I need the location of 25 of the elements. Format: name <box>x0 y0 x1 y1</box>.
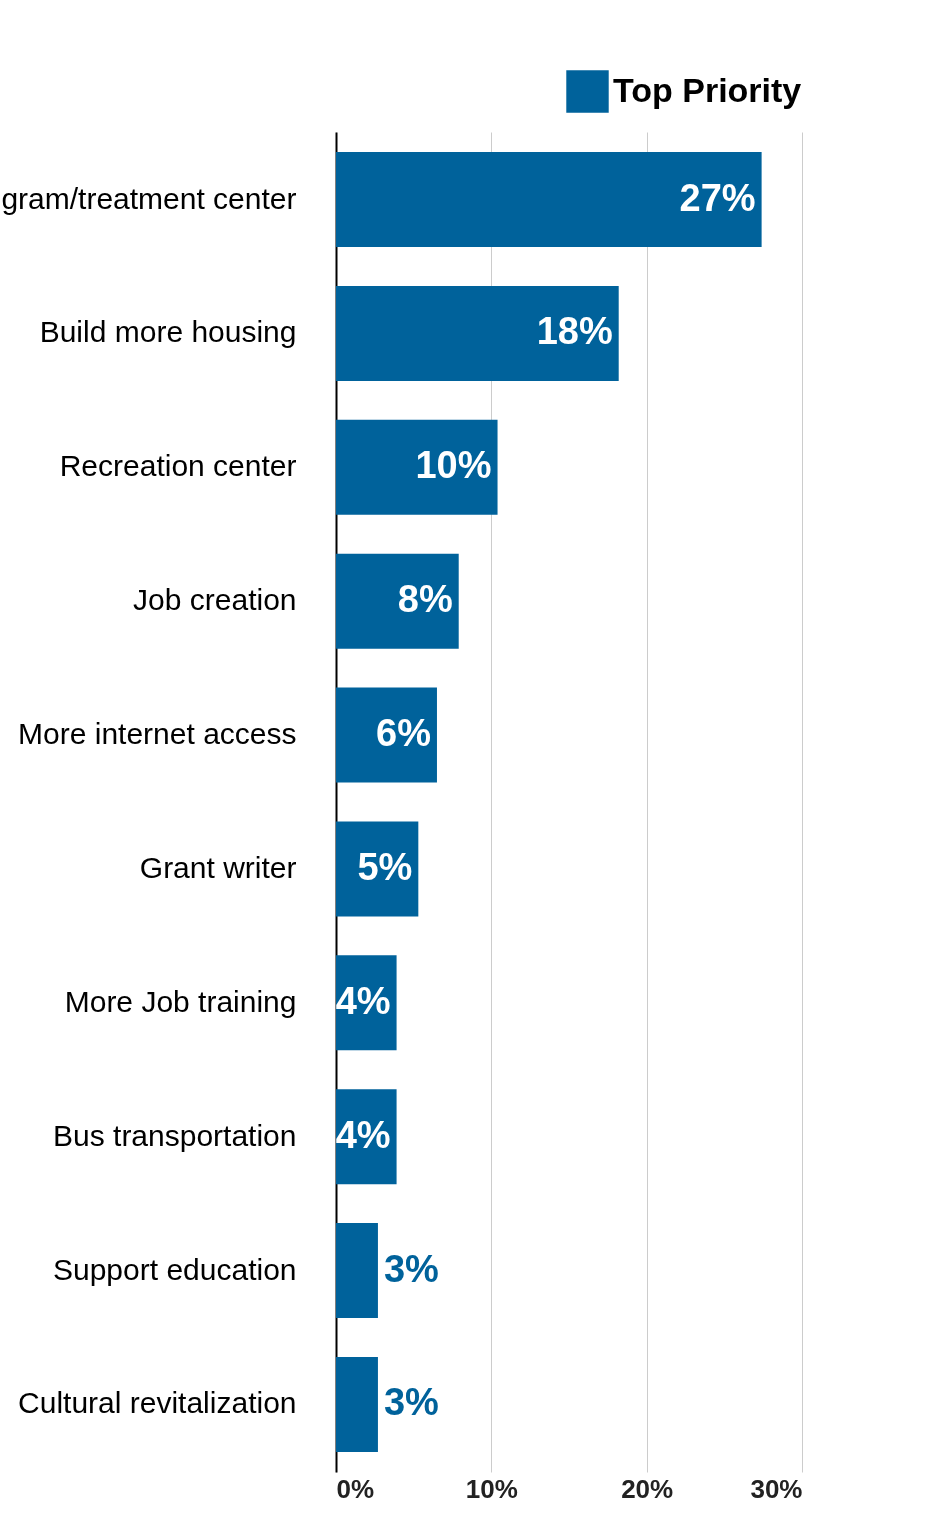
y-tick-label: Job creation <box>133 583 297 617</box>
legend-label: Top Priority <box>613 70 802 109</box>
data-label: 18% <box>536 310 613 353</box>
data-label: 3% <box>383 1381 439 1424</box>
y-tick-label: Grant writer <box>139 850 297 884</box>
data-label: 10% <box>415 444 492 487</box>
y-tick-label: Cultural revitalization <box>18 1386 297 1420</box>
y-tick-label: More Job training <box>64 984 297 1018</box>
y-tick-label: More internet access <box>18 717 297 751</box>
data-label: 27% <box>679 176 756 219</box>
x-tick-label: 30% <box>750 1473 803 1504</box>
data-label: 8% <box>397 578 453 621</box>
y-tick-label: Recreation center <box>59 449 297 483</box>
data-label: 5% <box>357 845 413 888</box>
x-tick-label: 10% <box>465 1473 518 1504</box>
data-label: 3% <box>383 1247 439 1290</box>
data-label: 4% <box>335 979 391 1022</box>
y-tick-label: Bus transportation <box>53 1118 297 1152</box>
y-tick-label: Support education <box>52 1252 297 1286</box>
data-label: 4% <box>335 1113 391 1156</box>
x-tick-label: 0% <box>336 1473 375 1504</box>
x-tick-label: 20% <box>621 1473 674 1504</box>
y-tick-label: gram/treatment center <box>1 181 297 215</box>
data-label: 6% <box>376 712 431 755</box>
y-tick-label: Build more housing <box>39 315 297 349</box>
